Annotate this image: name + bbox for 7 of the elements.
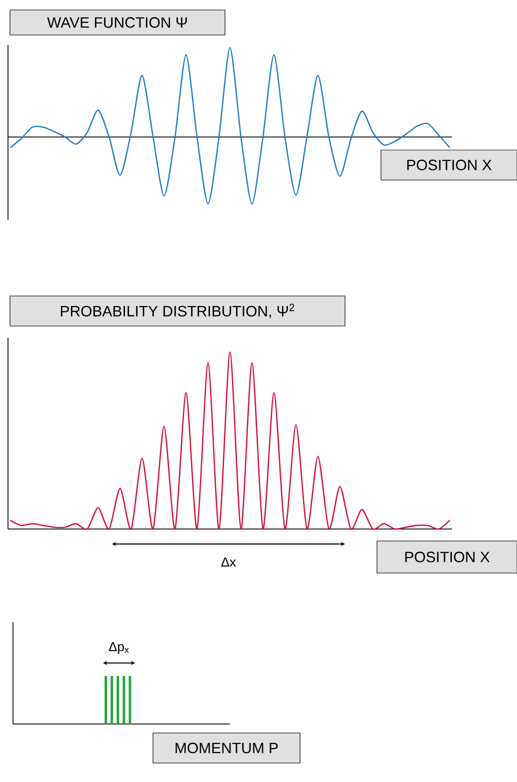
text: Δp$_{x}$ bbox=[108, 642, 129, 654]
x-axis-title: POSITION X bbox=[407, 160, 492, 170]
x-axis-title: POSITION X bbox=[405, 552, 490, 562]
text: Δx bbox=[221, 558, 236, 566]
x-axis-title: MOMENTUM P bbox=[175, 742, 278, 754]
chart-title: WAVE FUNCTION Ψ bbox=[46, 17, 187, 28]
chart-title: PROBABILITY DISTRIBUTION, Ψ$^{2}$ bbox=[60, 304, 294, 318]
